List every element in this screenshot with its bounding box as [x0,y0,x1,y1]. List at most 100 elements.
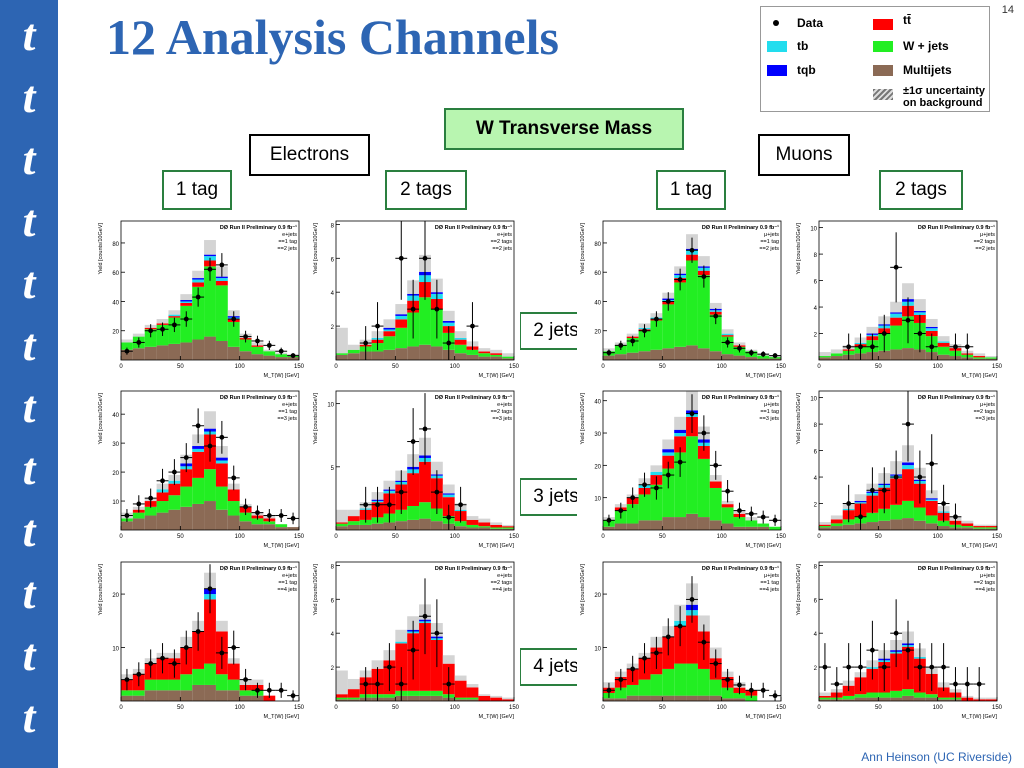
chart-svg: 2 4 6 8 0 50 100 150 M_T(W) [GeV] Yield [counts/1… [313,561,520,720]
x-tick-label: 0 [817,534,821,540]
y-axis-label: Yield [counts/10GeV] [580,564,586,616]
data-point [870,647,875,653]
chart-annotation: μ+jets [980,232,995,238]
y-tick-label: 10 [594,647,601,653]
uncertainty-band [395,629,408,642]
bar-multijets [890,697,903,701]
bar-wjets [132,512,145,519]
y-tick-label: 8 [331,223,335,229]
data-point [410,647,416,653]
data-point [148,661,154,666]
x-tick-label: 0 [334,534,338,540]
chart-annotation: ==3 jets [975,416,995,422]
data-point [422,426,428,432]
uncertainty-band [733,342,746,346]
x-tick-label: 100 [235,705,246,711]
y-tick-label: 20 [112,471,119,477]
data-point [630,495,636,501]
data-point [893,474,899,480]
chart-svg: 2 4 6 8 0 50 100 150 M_T(W) [GeV] Yield [counts/1… [313,220,520,379]
chart-title: DØ Run II Preliminary 0.9 fb⁻¹ [702,224,779,231]
x-tick-label: 150 [992,534,1003,540]
bar-multijets [287,357,299,360]
data-point [618,508,624,514]
bar-wjets [819,697,831,700]
bar-multijets [347,353,360,360]
chart-title: DØ Run II Preliminary 0.9 fb⁻¹ [220,565,297,572]
chart-panel: 20 40 60 80 0 50 100 150 M_T(W) [GeV] Yield [coun… [577,215,787,380]
y-tick-label: 10 [594,497,601,503]
chart-svg: 10 20 0 50 100 150 M_T(W) [GeV] Yield [counts/1… [580,561,787,720]
y-tick-label: 20 [594,330,601,336]
y-tick-label: 8 [331,564,335,570]
bar-multijets [454,526,467,530]
chart-annotation: ==1 tag [278,239,297,245]
bar-ttbar [478,351,491,354]
bar-tb [395,641,408,644]
data-point [748,687,754,693]
bar-ttbar [466,519,479,525]
bar-tqb [215,276,228,279]
uncertainty-band [383,319,396,328]
data-point [183,455,189,461]
w-transverse-mass-label: W Transverse Mass [444,108,684,150]
uncertainty-band [395,304,408,315]
bar-ttbar [336,694,348,698]
bar-multijets [215,690,228,701]
data-point [870,487,875,493]
y-tick-label: 6 [814,450,818,456]
bar-wjets [662,304,675,349]
bar-wjets [121,690,133,696]
footer-credit: Ann Heinson (UC Riverside) [861,750,1012,764]
chart-annotation: ==4 jets [975,587,995,593]
bar-wjets [466,697,479,700]
bar-ttbar [180,469,193,487]
y-axis-label: Yield [counts/10GeV] [796,564,802,616]
bar-multijets [686,345,698,360]
data-point [953,681,958,687]
chart-panel: 20 40 60 80 0 50 100 150 M_T(W) [GeV] Yield [coun… [95,215,305,380]
bar-multijets [192,503,205,530]
bar-multijets [721,698,734,701]
chart-annotation: μ+jets [764,573,779,579]
data-point [195,629,201,634]
bar-multijets [937,526,950,530]
uncertainty-band [925,318,938,327]
bar-multijets [626,695,639,701]
chart-annotation: ==1 tag [760,239,779,245]
chart-annotation: μ+jets [764,232,779,238]
uncertainty-band [937,336,950,342]
bar-wjets [239,339,252,352]
bar-multijets [878,697,891,701]
data-point [136,501,142,507]
legend-data-dot [773,20,779,26]
bar-wjets [275,524,288,528]
bar-multijets [132,518,145,530]
bar-wjets [347,521,360,525]
uncertainty-band [866,326,879,334]
bar-multijets [638,520,651,530]
x-tick-label: 50 [659,705,666,711]
chart-annotation: ==3 jets [492,416,512,422]
bar-ttbar [263,695,276,701]
data-point [243,504,249,510]
bar-ttbar [454,680,467,698]
data-point [363,502,369,508]
data-point [160,655,165,661]
bar-multijets [407,519,420,530]
y-tick-label: 4 [814,632,818,638]
y-tick-label: 6 [814,598,818,604]
bar-wjets [686,663,698,696]
uncertainty-band [347,344,360,350]
sidebar-t-glyph: t [22,257,36,308]
bar-multijets [650,695,663,701]
uncertainty-band [466,684,479,688]
bar-tb [925,328,938,331]
bar-wjets [215,285,228,341]
data-point [846,344,852,350]
x-tick-label: 50 [659,364,666,370]
bar-multijets [204,336,216,360]
bar-wjets [626,504,639,524]
x-tick-label: 0 [601,534,605,540]
bar-multijets [215,509,228,530]
